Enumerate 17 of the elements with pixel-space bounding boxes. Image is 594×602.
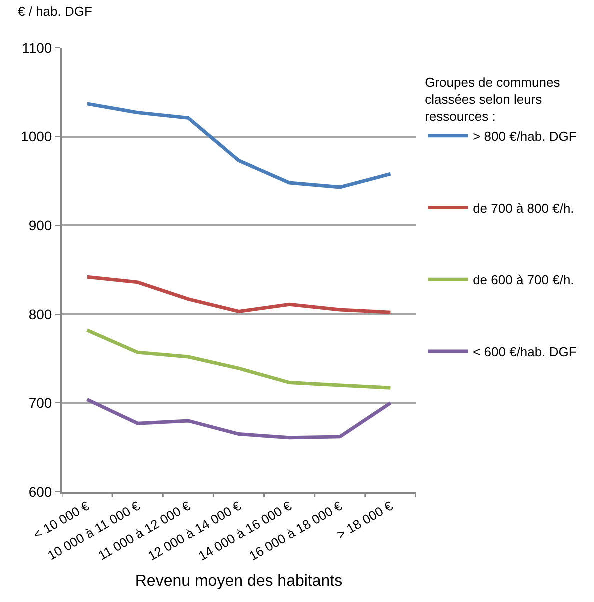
y-tick-label: 600: [28, 484, 52, 500]
y-tick-label: 1100: [22, 40, 52, 56]
y-tick-label: 800: [28, 306, 52, 322]
line-series: [86, 275, 392, 314]
line-series: [86, 398, 392, 440]
legend-label: < 600 €/hab. DGF: [473, 344, 577, 360]
legend-label: de 600 à 700 €/h.: [473, 272, 574, 288]
legend-label: > 800 €/hab. DGF: [473, 128, 577, 144]
y-tick-label: 700: [28, 395, 52, 412]
legend-title: Groupes de communes classées selon leurs ressources :: [425, 75, 561, 124]
line-series: [86, 328, 392, 390]
legend-label: de 700 à 800 €/h.: [473, 200, 574, 216]
y-tick-label: 1000: [21, 128, 52, 145]
line-series: [86, 102, 392, 190]
y-axis-title: € / hab. DGF: [18, 4, 92, 19]
y-tick-label: 900: [28, 218, 52, 234]
x-axis-title: Revenu moyen des habitants: [135, 572, 343, 590]
